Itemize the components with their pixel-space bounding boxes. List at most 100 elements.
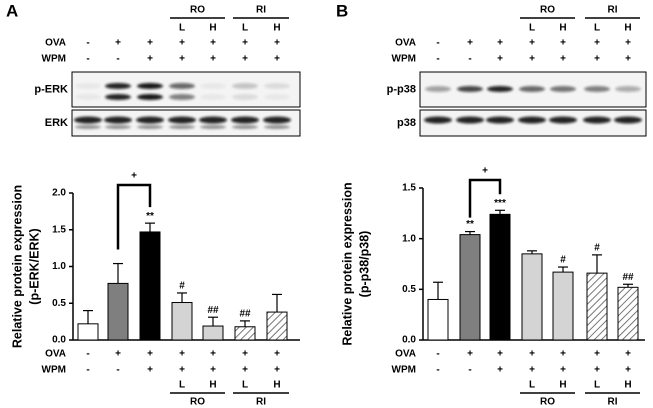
bracket [116,183,152,250]
y-tick-label: 0.0 [52,335,66,346]
band [425,86,451,92]
band [486,116,514,124]
treatment-sign: + [529,365,535,376]
band [104,116,132,124]
dose-label: L [242,380,248,391]
significance-label: # [179,281,185,292]
y-axis-label: (p-p38/p38) [357,231,371,298]
treatment-sign: + [210,38,216,49]
treatment-sign: - [86,349,89,360]
treatment-sign: - [116,54,119,65]
bar [266,311,288,341]
group-label: RO [540,397,555,408]
bar [171,302,193,341]
bracket-label: + [131,171,137,182]
band [199,116,227,124]
treatment-sign: + [467,38,473,49]
blot-label: ERK [45,117,68,129]
group-label: RO [190,5,205,16]
treatment-sign: + [274,38,280,49]
bracket-label: + [482,166,488,177]
treatment-sign: + [210,54,216,65]
treatment-sign: - [86,365,89,376]
treatment-sign: + [560,54,566,65]
group-label: RI [256,397,266,408]
group-label: RO [540,5,555,16]
dose-label: H [273,23,280,34]
treatment-sign: + [560,349,566,360]
band [137,83,163,89]
bar [202,325,224,341]
band [457,86,483,92]
treatment-name: OVA [45,349,66,360]
group-label: RI [256,5,266,16]
treatment-sign: - [86,54,89,65]
treatment-sign: + [625,38,631,49]
treatment-sign: - [468,365,471,376]
bar [617,286,639,341]
dose-label: H [209,23,216,34]
band [549,116,577,124]
dose-label: L [594,380,600,391]
dose-label: L [529,23,535,34]
treatment-sign: - [116,365,119,376]
treatment-sign: + [274,54,280,65]
band [137,94,163,100]
band [137,125,163,129]
treatment-sign: - [468,54,471,65]
band [424,116,452,124]
y-axis-label: (p-ERK/ERK) [27,228,41,304]
dose-label: L [594,23,600,34]
band [200,83,226,89]
treatment-sign: + [179,349,185,360]
band [105,125,131,129]
treatment-sign: + [560,38,566,49]
bar [107,282,129,341]
treatment-name: WPM [392,365,416,376]
band [614,116,642,124]
band [232,94,258,100]
band [519,86,545,92]
band [105,94,131,100]
band [169,125,195,129]
y-tick-label: 1.5 [52,224,66,235]
dose-label: L [179,380,185,391]
dose-label: H [624,380,631,391]
bar [489,213,511,341]
treatment-sign: + [147,38,153,49]
treatment-sign: - [436,54,439,65]
band [264,83,290,89]
dose-label: H [559,380,566,391]
significance-label: ## [239,309,251,320]
treatment-sign: + [242,38,248,49]
bar [139,231,161,341]
treatment-sign: + [242,54,248,65]
treatment-sign: + [242,349,248,360]
treatment-sign: + [497,54,503,65]
y-tick-label: 1.5 [402,183,416,194]
treatment-sign: + [625,54,631,65]
treatment-sign: + [529,38,535,49]
group-label: RI [608,397,618,408]
significance-label: # [560,255,566,266]
treatment-sign: + [529,349,535,360]
treatment-sign: + [274,365,280,376]
band [615,86,641,92]
treatment-sign: + [179,38,185,49]
significance-label: ** [466,219,474,230]
dose-label: H [624,23,631,34]
treatment-name: WPM [392,54,416,65]
band [169,83,195,89]
band [264,94,290,100]
treatment-sign: + [594,38,600,49]
treatment-sign: + [529,54,535,65]
band [231,116,259,124]
significance-label: ## [207,305,219,316]
treatment-sign: + [594,54,600,65]
panel-letter: B [336,1,348,20]
dose-label: H [559,23,566,34]
y-axis-label: Relative protein expression [340,182,354,345]
treatment-sign: + [210,349,216,360]
blot-label: p-p38 [387,83,416,95]
